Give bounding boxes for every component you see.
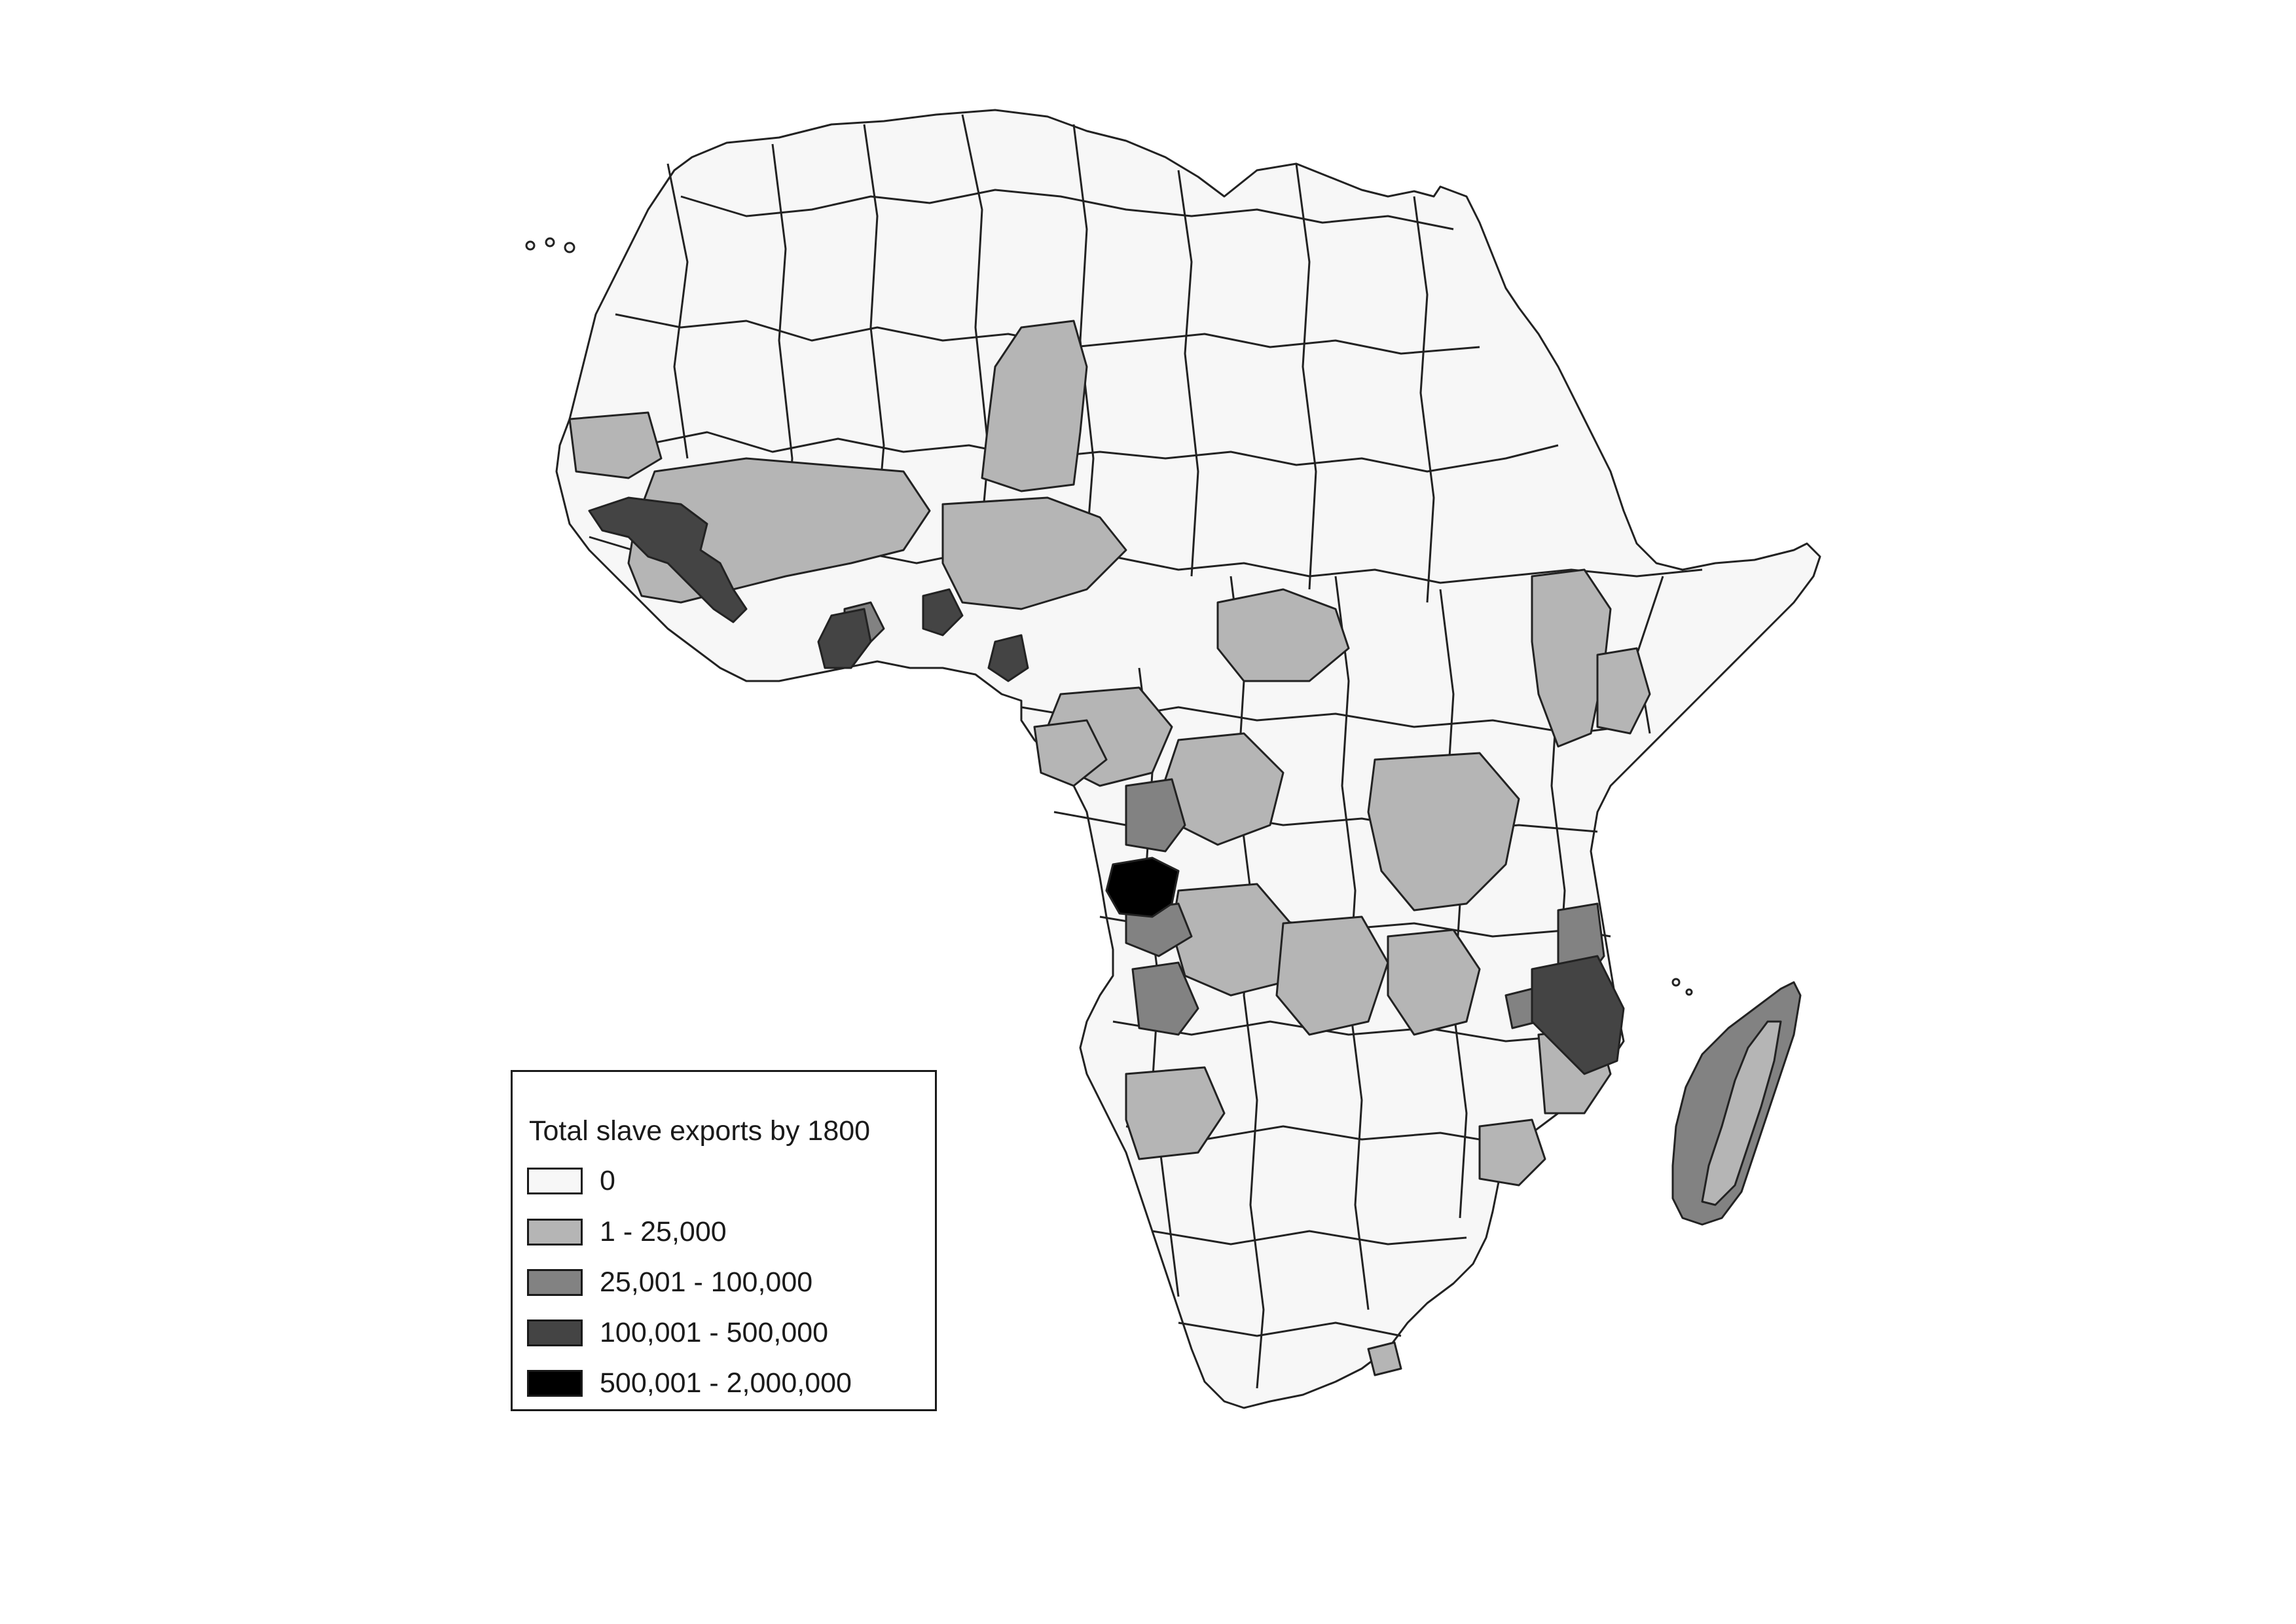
region-c1	[981, 320, 1088, 492]
region-c4	[1105, 857, 1180, 918]
region-c3	[922, 588, 964, 637]
region-c1	[1275, 915, 1389, 1036]
legend-label: 25,001 - 100,000	[600, 1266, 813, 1298]
region-c1	[1125, 1066, 1226, 1160]
legend-item-1: 1 - 25,000	[527, 1215, 727, 1247]
legend-swatch	[527, 1369, 583, 1397]
madagascar-inner-region	[1701, 1020, 1782, 1206]
region-c1	[1387, 929, 1481, 1036]
legend-label: 0	[600, 1164, 615, 1196]
region-c1	[568, 411, 663, 479]
legend-item-4: 500,001 - 2,000,000	[527, 1367, 852, 1399]
region-c1	[1596, 647, 1651, 735]
legend-item-2: 25,001 - 100,000	[527, 1266, 813, 1298]
region-c1	[1531, 568, 1612, 748]
island	[564, 242, 575, 253]
map-legend: Total slave exports by 1800 0 1 - 25,000…	[511, 1070, 937, 1411]
legend-label: 500,001 - 2,000,000	[600, 1367, 852, 1399]
region-c1	[941, 496, 1127, 610]
region-c1	[1216, 588, 1350, 682]
legend-label: 100,001 - 500,000	[600, 1316, 829, 1348]
legend-swatch	[527, 1268, 583, 1296]
region-c1	[1367, 1341, 1402, 1376]
region-c2	[1125, 778, 1186, 853]
island	[1685, 988, 1693, 996]
legend-label: 1 - 25,000	[600, 1215, 727, 1247]
region-c3	[588, 496, 748, 623]
region-c3	[817, 608, 872, 669]
legend-swatch	[527, 1319, 583, 1346]
legend-item-0: 0	[527, 1164, 615, 1196]
legend-item-3: 100,001 - 500,000	[527, 1316, 829, 1348]
island	[525, 240, 536, 251]
legend-title: Total slave exports by 1800	[529, 1115, 871, 1147]
region-c1	[1033, 719, 1108, 787]
island	[545, 237, 555, 248]
region-c1	[1367, 752, 1520, 912]
region-c3	[987, 634, 1029, 682]
legend-swatch	[527, 1167, 583, 1194]
region-c3	[1531, 955, 1625, 1075]
region-c2	[1131, 961, 1199, 1036]
region-c1	[1478, 1118, 1546, 1187]
legend-swatch	[527, 1218, 583, 1246]
island	[1671, 978, 1681, 987]
